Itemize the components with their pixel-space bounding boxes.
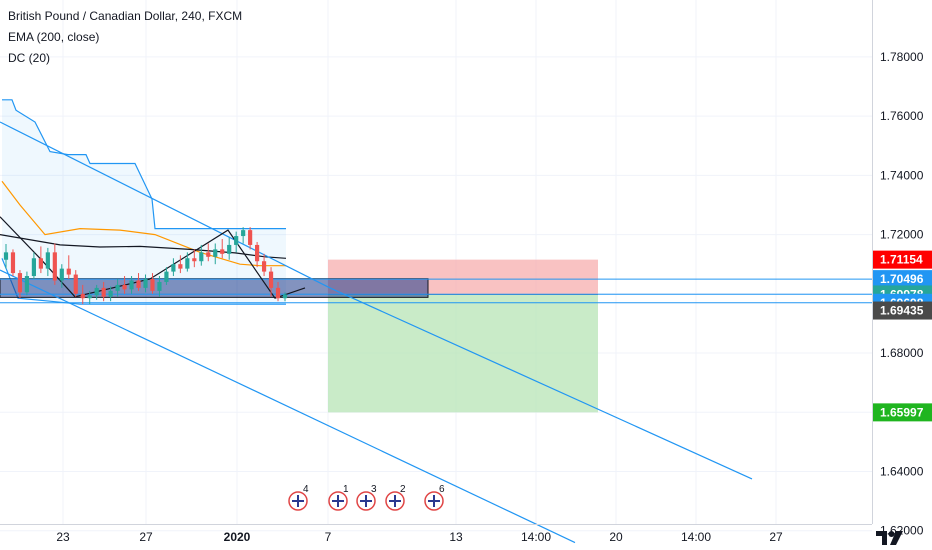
time-tick-label[interactable]: 14:00	[681, 530, 711, 544]
candle-body	[108, 290, 113, 297]
candle-body	[157, 281, 162, 291]
candle-body	[255, 244, 260, 262]
ema-line	[0, 234, 287, 259]
candle-body	[206, 252, 211, 257]
candle-body	[80, 293, 85, 299]
candle-body	[17, 273, 23, 293]
time-tick-label[interactable]: 27	[769, 530, 783, 544]
price-badge	[873, 250, 932, 269]
time-tick-label[interactable]: 20	[609, 530, 623, 544]
time-tick-label[interactable]: 23	[56, 530, 70, 544]
legend-dc[interactable]: DC (20)	[8, 51, 51, 65]
channel-upper-trendline[interactable]	[0, 121, 753, 480]
event-count-label[interactable]: 2	[400, 484, 406, 495]
candle-body	[66, 268, 71, 275]
candle-body	[45, 252, 50, 269]
event-count-label[interactable]: 1	[343, 484, 349, 495]
time-tick-label[interactable]: 14:00	[521, 530, 551, 544]
candle-body	[234, 236, 239, 245]
price-badges: 1.711541.704961.699861.699781.696981.694…	[873, 250, 932, 422]
flag-cross-icon[interactable]	[389, 495, 401, 507]
candle-body	[24, 276, 30, 293]
donchian-basis-line	[1, 180, 286, 267]
candle-body	[87, 295, 92, 299]
candle-body	[143, 278, 148, 288]
candle-body	[52, 252, 57, 281]
time-axis[interactable]: 23 27 2020 7 13 14:00 20 14:00 27	[56, 530, 783, 544]
candle-body	[199, 252, 204, 262]
candle-body	[275, 287, 281, 299]
time-tick-label[interactable]: 7	[325, 530, 332, 544]
price-badge-label: 1.71154	[880, 253, 923, 267]
candle-body	[178, 264, 183, 269]
price-tick-label[interactable]: 1.64000	[880, 465, 924, 479]
donchian-upper-line	[2, 99, 286, 230]
candle-body	[122, 284, 127, 290]
candle-body	[101, 287, 106, 297]
donchian-lower-line	[1, 258, 286, 305]
price-badge	[873, 270, 932, 289]
price-tick-label[interactable]: 1.76000	[880, 109, 924, 123]
time-tick-label[interactable]: 27	[139, 530, 153, 544]
candle-body	[10, 252, 16, 274]
price-badge	[873, 403, 932, 422]
flag-cross-icon[interactable]	[360, 495, 372, 507]
candle-body	[164, 271, 169, 282]
price-tick-label[interactable]: 1.68000	[880, 346, 924, 360]
candle-body	[115, 284, 120, 291]
price-badge	[873, 301, 932, 320]
candle-body	[31, 258, 36, 277]
take-profit-area[interactable]	[328, 294, 598, 413]
candle-body	[94, 287, 99, 296]
candles	[3, 227, 288, 305]
candle-body	[185, 258, 190, 269]
event-count-label[interactable]: 6	[439, 484, 445, 495]
time-tick-label[interactable]: 13	[449, 530, 463, 544]
candle-body	[3, 252, 9, 260]
events[interactable]: 4 1 3 2 6	[288, 484, 445, 511]
legend-title[interactable]: British Pound / Canadian Dollar, 240, FX…	[8, 9, 243, 23]
flag-cross-icon[interactable]	[292, 495, 304, 507]
candle-body	[248, 230, 253, 245]
flag-cross-icon[interactable]	[428, 495, 440, 507]
event-count-label[interactable]: 3	[371, 484, 377, 495]
candle-body	[268, 271, 274, 288]
price-badge-label: 1.65997	[880, 405, 924, 419]
candle-body	[38, 258, 43, 269]
candle-body	[261, 261, 267, 272]
candle-body	[220, 249, 225, 254]
candle-body	[136, 280, 141, 288]
candle-body	[73, 274, 78, 294]
channel-lower-trendline[interactable]	[0, 269, 576, 544]
price-tick-label[interactable]: 1.78000	[880, 50, 924, 64]
candle-body	[59, 268, 64, 281]
price-badge-label: 1.69435	[880, 304, 924, 318]
tradingview-logo-icon[interactable]	[874, 528, 906, 548]
candle-body	[171, 264, 176, 272]
event-count-label[interactable]: 4	[303, 484, 309, 495]
price-badge-label: 1.70496	[880, 272, 924, 286]
candle-body	[129, 280, 134, 290]
candle-body	[192, 258, 197, 262]
flag-cross-icon[interactable]	[332, 495, 344, 507]
price-tick-label[interactable]: 1.72000	[880, 228, 924, 242]
price-tick-label[interactable]: 1.74000	[880, 168, 924, 182]
candle-body	[241, 230, 246, 237]
candle-body	[150, 278, 155, 291]
chart-legend: British Pound / Canadian Dollar, 240, FX…	[8, 6, 242, 69]
legend-ema[interactable]: EMA (200, close)	[8, 30, 100, 44]
candle-body	[227, 244, 232, 254]
candle-body	[213, 249, 218, 257]
time-tick-label[interactable]: 2020	[224, 530, 251, 544]
candle-body	[282, 294, 288, 299]
